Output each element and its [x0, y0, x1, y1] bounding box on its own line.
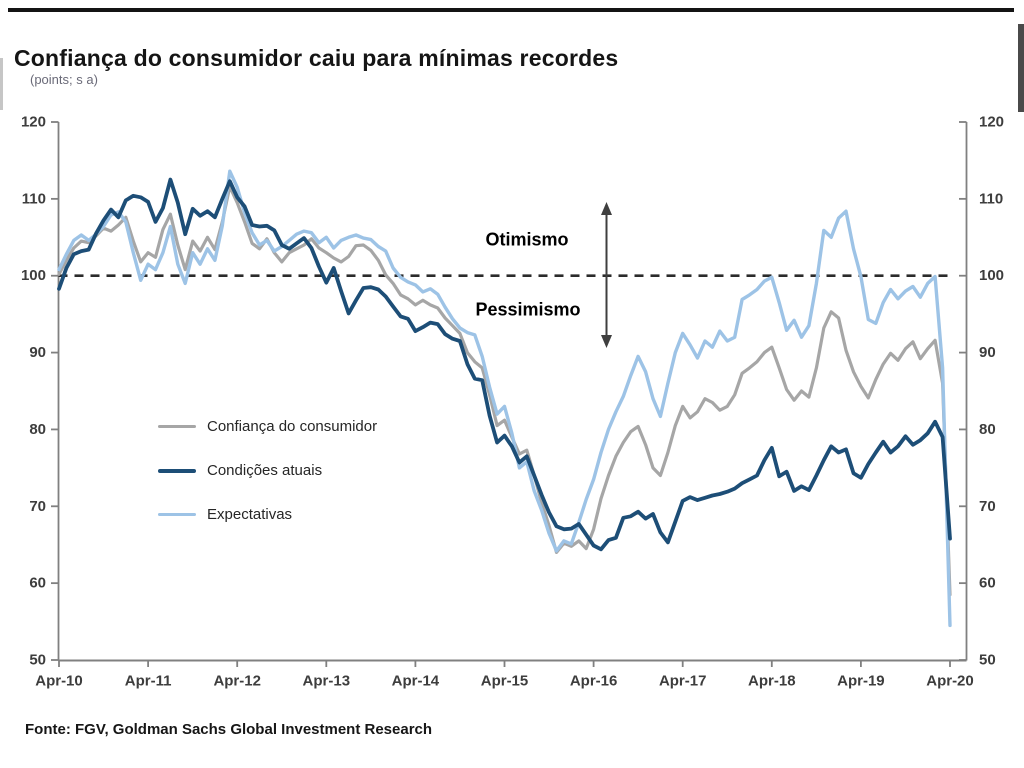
y-tick-label-left: 60	[29, 575, 46, 592]
legend-label: Expectativas	[207, 506, 293, 523]
y-tick-label-right: 80	[979, 421, 996, 438]
y-tick-label-left: 110	[22, 190, 46, 207]
optimism-pessimism-arrow	[601, 202, 612, 348]
x-tick-label: Apr-12	[213, 673, 261, 690]
legend-swatch-lightblue-line	[158, 513, 196, 516]
x-tick-label: Apr-13	[303, 673, 351, 690]
x-tick-label: Apr-18	[748, 673, 796, 690]
series-line-expectativas	[57, 169, 952, 628]
x-tick-label: Apr-16	[570, 673, 618, 690]
pessimism-label: Pessimismo	[475, 299, 581, 320]
page-title: Confiança do consumidor caiu para mínima…	[14, 45, 619, 72]
x-tick-label: Apr-10	[35, 673, 83, 690]
y-tick-label-right: 50	[979, 652, 996, 669]
y-tick-label-left: 50	[29, 652, 46, 669]
left-edge-mark	[0, 58, 3, 110]
series-line-condi-es-atuais	[57, 177, 952, 552]
y-tick-label-left: 120	[21, 114, 46, 131]
x-tick-label: Apr-15	[481, 673, 529, 690]
x-tick-label: Apr-19	[837, 673, 885, 690]
series-line-confian-a-do-consumidor	[57, 185, 952, 597]
y-tick-label-right: 70	[979, 498, 996, 515]
x-tick-label: Apr-20	[926, 673, 974, 690]
legend-swatch-gray-line	[158, 425, 196, 428]
legend-item-expectations: Expectativas	[158, 502, 377, 527]
y-tick-label-left: 100	[21, 267, 46, 284]
legend-swatch-navy-line	[158, 468, 196, 473]
y-tick-label-left: 90	[29, 344, 46, 361]
legend-label: Condições atuais	[207, 462, 323, 479]
y-tick-label-right: 110	[979, 190, 1003, 207]
optimism-label: Otimismo	[485, 229, 569, 250]
source-note: Fonte: FGV, Goldman Sachs Global Investm…	[25, 721, 433, 738]
top-border-line	[8, 8, 1014, 12]
y-tick-label-left: 80	[29, 421, 46, 438]
arrow-head-down	[601, 335, 612, 348]
y-tick-label-right: 60	[979, 575, 996, 592]
x-tick-label: Apr-17	[659, 673, 707, 690]
chart-legend: Confiança do consumidor Condições atuais…	[158, 414, 377, 546]
right-edge-bar	[1018, 24, 1024, 112]
arrow-head-up	[601, 202, 612, 215]
y-tick-label-right: 90	[979, 344, 996, 361]
legend-label: Confiança do consumidor	[207, 418, 378, 435]
legend-item-current-conditions: Condições atuais	[158, 458, 377, 483]
x-tick-label: Apr-11	[125, 673, 172, 690]
legend-item-consumer-confidence: Confiança do consumidor	[158, 414, 377, 439]
x-tick-label: Apr-14	[392, 673, 440, 690]
axes: 50 50 60 60 70 70 80 80 90 90 100 100 110 110 120 120 Ap…	[21, 114, 1004, 690]
y-tick-label-right: 120	[979, 114, 1004, 131]
axis-unit-label: (points; s a)	[30, 72, 98, 87]
series-lines	[57, 169, 952, 628]
y-tick-label-left: 70	[29, 498, 46, 515]
y-tick-label-right: 100	[979, 267, 1004, 284]
